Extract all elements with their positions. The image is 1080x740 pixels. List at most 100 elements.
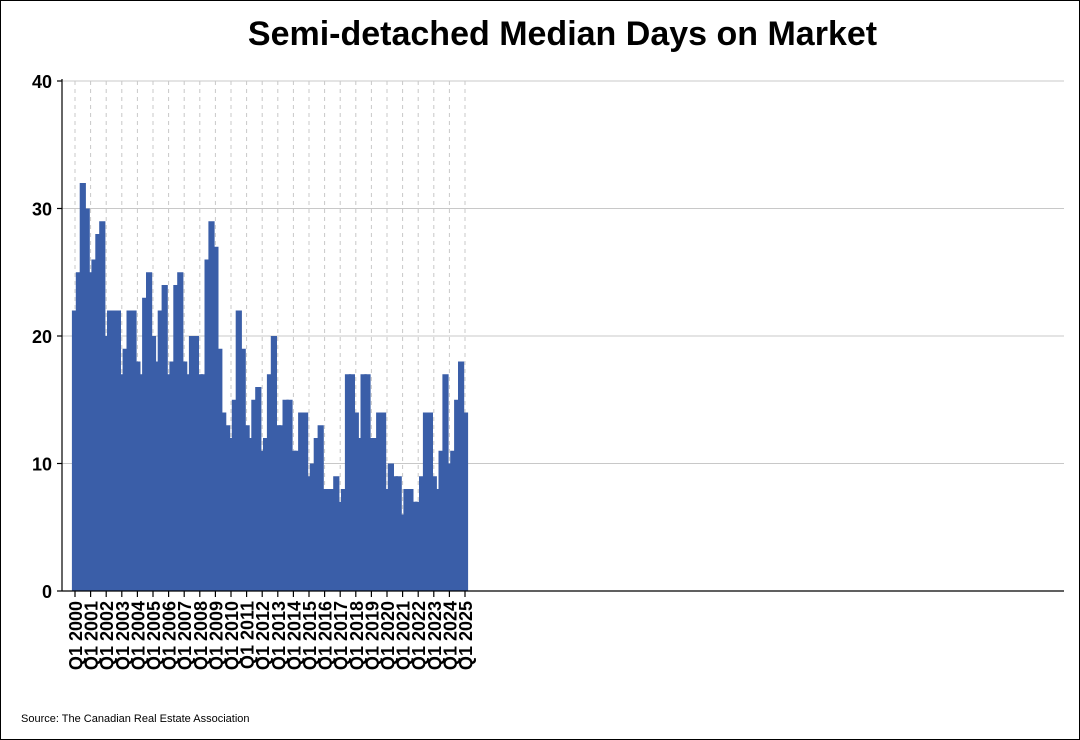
bar <box>426 412 433 591</box>
bar <box>286 399 293 591</box>
x-tick-label: Q1 2019 <box>362 601 382 670</box>
bar <box>165 374 172 591</box>
axes <box>57 79 1064 597</box>
bar <box>329 489 336 591</box>
bar <box>419 476 426 591</box>
bar <box>348 374 355 591</box>
bar <box>235 310 242 591</box>
bar <box>422 412 430 591</box>
bar <box>208 221 215 591</box>
y-tick-label: 40 <box>32 72 52 92</box>
bar <box>157 310 164 591</box>
y-tick-label: 10 <box>32 455 52 475</box>
bar <box>458 361 465 591</box>
bar <box>200 374 207 591</box>
source-note: Source: The Canadian Real Estate Associa… <box>21 713 250 725</box>
x-tick-label: Q1 2008 <box>191 601 211 670</box>
bar <box>337 501 344 591</box>
bar <box>259 450 266 591</box>
bar <box>461 412 469 591</box>
x-tick-label: Q1 2009 <box>206 601 226 670</box>
bar <box>224 425 231 591</box>
x-tick-label: Q1 2005 <box>144 601 164 670</box>
bar <box>305 476 313 591</box>
x-tick-label: Q1 2013 <box>269 601 289 670</box>
bar <box>434 489 441 591</box>
bar <box>220 412 227 591</box>
bar <box>251 399 258 591</box>
bar <box>266 374 274 591</box>
bar <box>114 310 121 591</box>
bar <box>173 285 180 591</box>
bar <box>161 285 168 591</box>
bar <box>231 399 238 591</box>
bar <box>83 208 90 591</box>
bar <box>364 374 371 591</box>
bar <box>321 489 328 591</box>
x-tick-label: Q1 2018 <box>347 601 367 670</box>
bar <box>177 272 184 591</box>
bar <box>75 272 82 591</box>
bar <box>196 374 203 591</box>
bar <box>110 310 118 591</box>
bar <box>399 514 406 591</box>
bar <box>442 374 449 591</box>
bar <box>255 387 262 591</box>
bar <box>290 450 297 591</box>
bar <box>341 489 348 591</box>
bar <box>185 374 192 591</box>
bar <box>430 476 437 591</box>
bar <box>387 463 394 591</box>
bar <box>380 412 387 591</box>
bar <box>227 438 235 591</box>
bar <box>142 297 149 591</box>
bar <box>395 476 402 591</box>
bar <box>352 412 359 591</box>
bar <box>403 489 410 591</box>
bar <box>391 476 398 591</box>
bar <box>446 463 453 591</box>
bar <box>282 399 289 591</box>
chart-title: Semi-detached Median Days on Market <box>247 15 878 53</box>
bar <box>368 438 375 591</box>
x-tick-label: Q1 2011 <box>238 601 258 669</box>
x-tick-label: Q1 2007 <box>175 601 195 670</box>
bar <box>376 412 383 591</box>
bar <box>95 234 102 591</box>
bar <box>103 336 110 591</box>
bar <box>243 425 250 591</box>
x-tick-label: Q1 2010 <box>222 601 242 670</box>
x-tick-label: Q1 2022 <box>409 601 429 670</box>
x-tick-label: Q1 2025 <box>456 601 476 670</box>
bar <box>313 438 320 591</box>
x-tick-label: Q1 2014 <box>284 601 304 670</box>
x-tick-label: Q1 2020 <box>378 601 398 670</box>
x-tick-label: Q1 2012 <box>253 601 273 670</box>
bar <box>333 476 340 591</box>
bar <box>169 361 176 591</box>
bar <box>317 425 324 591</box>
bar <box>212 246 219 591</box>
bar <box>415 501 422 591</box>
bar <box>407 489 414 591</box>
y-tick-label: 30 <box>32 200 52 220</box>
x-tick-label: Q1 2016 <box>316 601 336 670</box>
bar <box>450 450 457 591</box>
bar <box>216 348 223 591</box>
bar <box>372 438 379 591</box>
bar <box>107 310 114 591</box>
x-tick-label: Q1 2001 <box>82 601 102 670</box>
bar <box>153 361 160 591</box>
x-tick-label: Q1 2017 <box>331 601 351 670</box>
bar <box>188 336 196 591</box>
bar <box>181 361 188 591</box>
bar <box>149 336 157 591</box>
bar <box>79 183 86 591</box>
x-tick-label: Q1 2004 <box>128 601 148 670</box>
bar <box>192 336 199 591</box>
bar <box>87 272 94 591</box>
bar <box>278 425 285 591</box>
